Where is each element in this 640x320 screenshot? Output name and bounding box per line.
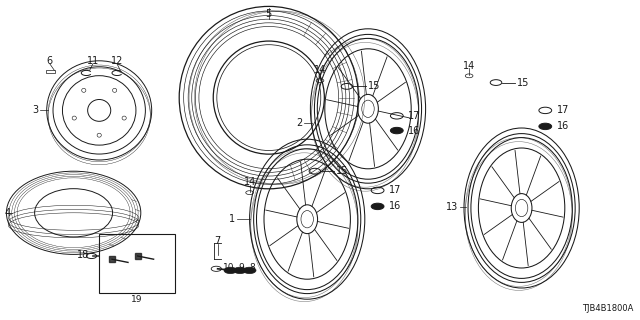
Text: 14: 14: [314, 65, 326, 76]
Text: 1: 1: [228, 214, 235, 224]
Circle shape: [539, 123, 552, 130]
Text: 8: 8: [250, 263, 255, 272]
Circle shape: [243, 267, 256, 274]
Text: 14: 14: [463, 60, 476, 71]
Text: 15: 15: [336, 166, 348, 176]
Text: 18: 18: [77, 250, 90, 260]
Text: 3: 3: [32, 105, 38, 116]
Text: 7: 7: [214, 236, 221, 246]
Circle shape: [371, 203, 384, 210]
Text: 2: 2: [296, 118, 302, 128]
Text: 11: 11: [86, 56, 99, 66]
Text: 19: 19: [131, 295, 142, 304]
Text: 13: 13: [446, 202, 458, 212]
Bar: [46, 70, 55, 73]
Text: 12: 12: [111, 56, 124, 66]
Text: 16: 16: [389, 201, 401, 212]
Circle shape: [390, 127, 403, 134]
Bar: [99, 234, 175, 293]
Text: 14: 14: [243, 177, 256, 188]
Text: 6: 6: [47, 56, 53, 66]
Text: 5: 5: [266, 9, 272, 20]
Text: 15: 15: [368, 81, 380, 92]
Text: 17: 17: [557, 105, 569, 116]
Text: TJB4B1800A: TJB4B1800A: [582, 304, 634, 313]
Text: 10: 10: [223, 263, 235, 272]
Circle shape: [224, 267, 237, 274]
Text: 16: 16: [557, 121, 569, 132]
Text: 17: 17: [408, 111, 420, 121]
Text: 17: 17: [389, 185, 401, 196]
Circle shape: [234, 267, 246, 274]
Text: 4: 4: [4, 208, 11, 218]
Text: 9: 9: [239, 263, 244, 272]
Text: 16: 16: [408, 125, 420, 136]
Text: 15: 15: [517, 77, 529, 88]
